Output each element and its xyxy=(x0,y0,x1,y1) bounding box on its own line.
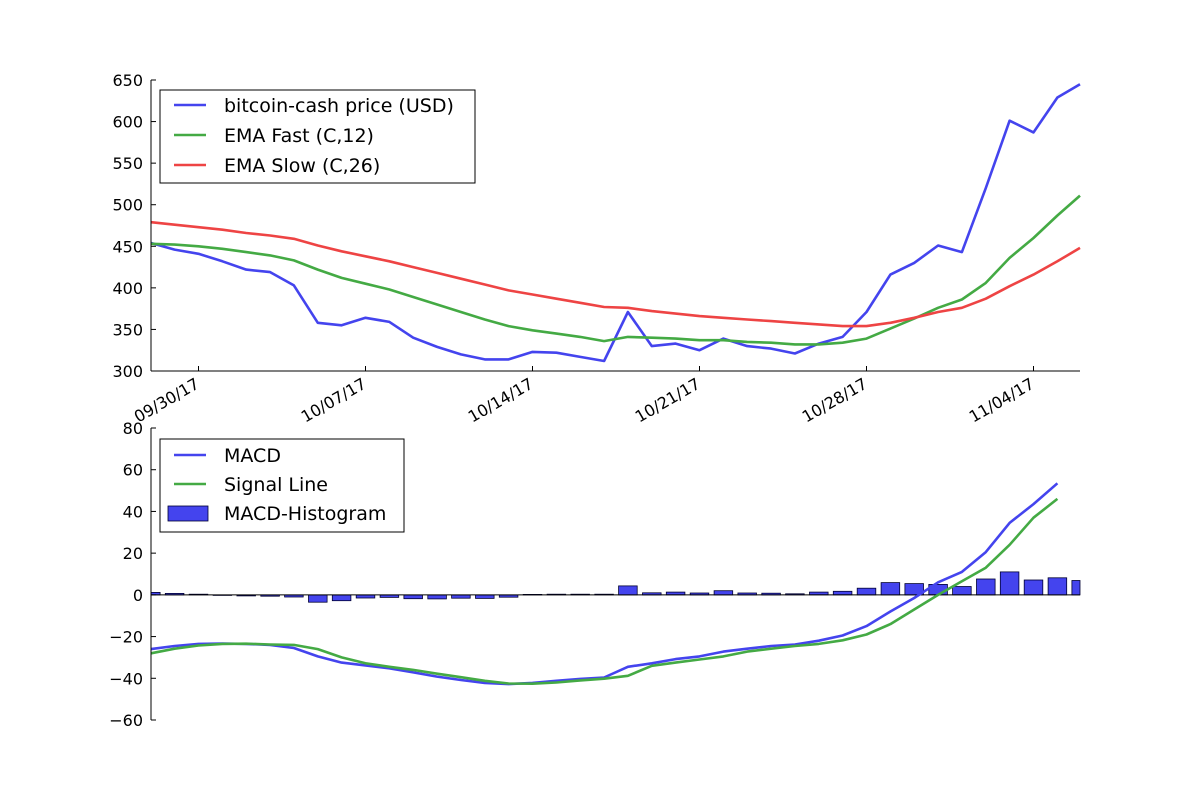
histogram-bar xyxy=(713,590,734,596)
y-tick-label: 400 xyxy=(112,279,143,298)
legend-label: EMA Slow (C,26) xyxy=(224,155,380,177)
histogram-bar xyxy=(331,594,352,602)
series-line-2 xyxy=(150,220,1081,328)
y-tick-label: 350 xyxy=(112,320,143,339)
y-tick-label: 600 xyxy=(112,113,143,132)
histogram-bar xyxy=(427,594,447,600)
x-tick-label: 10/28/17 xyxy=(799,374,871,426)
legend-box xyxy=(159,89,476,184)
macd-axes: −60 −40 −20 0 20 40 60 80 MACD Signal Line MACD-Hi… xyxy=(109,419,1081,730)
histogram-bar xyxy=(475,594,495,599)
histogram-bar xyxy=(832,590,853,596)
histogram-bar xyxy=(880,582,901,596)
legend-label: Signal Line xyxy=(224,474,328,496)
y-tick-label: 450 xyxy=(112,237,143,256)
y-tick-label: 40 xyxy=(123,502,143,521)
series-line-signal xyxy=(150,497,1059,686)
y-tick-label: −60 xyxy=(109,711,143,730)
y-tick-label: 80 xyxy=(123,419,143,438)
y-tick-label: −20 xyxy=(109,628,143,647)
series-line-0 xyxy=(150,83,1081,363)
histogram-bar xyxy=(618,585,638,596)
histogram-bar xyxy=(976,578,996,596)
series-line-1 xyxy=(150,194,1081,346)
histogram-bar xyxy=(308,594,328,603)
histogram-bar xyxy=(952,586,972,596)
y-tick-label: −40 xyxy=(109,669,143,688)
histogram-bar xyxy=(856,587,877,596)
legend-label: bitcoin-cash price (USD) xyxy=(224,95,454,117)
legend-swatch xyxy=(167,505,209,522)
x-tick-label: 10/07/17 xyxy=(298,374,370,426)
y-tick-label: 0 xyxy=(133,586,143,605)
histogram-bar xyxy=(1047,577,1068,596)
y-tick-label: 20 xyxy=(123,544,143,563)
histogram-bar xyxy=(355,594,376,599)
histogram-bar xyxy=(451,594,471,599)
y-tick-label: 500 xyxy=(112,196,143,215)
y-tick-label: 650 xyxy=(112,71,143,90)
y-tick-label: 550 xyxy=(112,154,143,173)
histogram-bar xyxy=(999,571,1020,596)
x-tick-label: 11/04/17 xyxy=(966,374,1038,426)
histogram-bar xyxy=(403,594,423,600)
x-tick-label: 10/14/17 xyxy=(465,374,537,426)
legend-label: EMA Fast (C,12) xyxy=(224,125,374,147)
y-tick-label: 60 xyxy=(123,461,143,480)
y-tick-label: 300 xyxy=(112,362,143,381)
legend-label: MACD xyxy=(224,445,281,467)
legend-label: MACD-Histogram xyxy=(224,503,386,525)
histogram-bar xyxy=(1023,579,1044,596)
x-tick-label: 10/21/17 xyxy=(632,374,704,426)
histogram-bar xyxy=(1071,580,1081,596)
